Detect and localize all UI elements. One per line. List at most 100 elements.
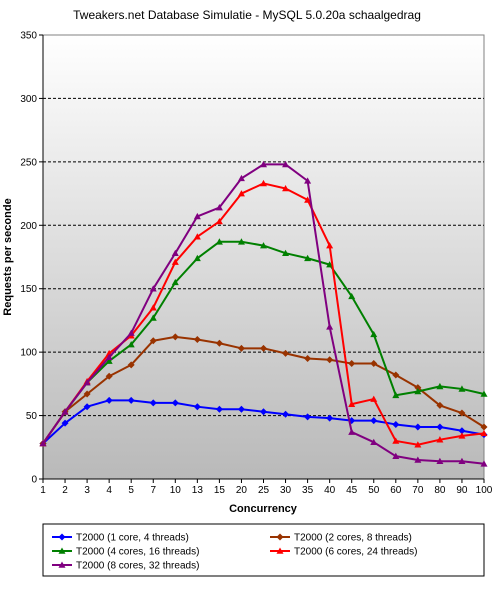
data-point: [171, 249, 179, 256]
x-tick-label: 7: [150, 485, 156, 496]
chart-title: Tweakers.net Database Simulatie - MySQL …: [73, 8, 421, 22]
x-tick-label: 30: [280, 485, 292, 496]
x-tick-label: 25: [258, 485, 270, 496]
gridlines: [43, 97, 484, 417]
data-point: [260, 160, 267, 168]
x-tick-label: 20: [236, 485, 248, 496]
data-point: [171, 333, 179, 341]
data-point: [326, 356, 334, 364]
data-point: [436, 401, 444, 409]
y-tick-label: 250: [20, 157, 37, 168]
data-point: [127, 396, 135, 404]
data-point: [193, 233, 201, 240]
legend-label: T2000 (2 cores, 8 threads): [294, 533, 412, 544]
x-tick-label: 90: [456, 485, 468, 496]
legend-entry: T2000 (8 cores, 32 threads): [52, 561, 199, 572]
data-point: [414, 384, 422, 392]
x-tick-label: 13: [192, 485, 204, 496]
x-tick-label: 5: [128, 485, 134, 496]
data-point: [392, 371, 400, 379]
data-point: [414, 441, 422, 448]
data-point: [480, 423, 488, 431]
data-point: [304, 354, 312, 362]
data-point: [215, 204, 223, 211]
legend-entry: T2000 (1 core, 4 threads): [52, 533, 189, 544]
x-tick-label: 40: [324, 485, 336, 496]
y-tick-label: 200: [20, 221, 37, 232]
series-lines: [39, 160, 488, 467]
data-point: [127, 341, 135, 348]
data-point: [83, 403, 91, 411]
legend-entry: T2000 (2 cores, 8 threads): [270, 533, 412, 544]
data-point: [282, 160, 290, 168]
data-point: [237, 344, 245, 352]
x-axis-label: Concurrency: [229, 503, 298, 515]
data-point: [458, 427, 466, 435]
y-tick-label: 100: [20, 348, 37, 359]
data-point: [215, 217, 223, 225]
data-point: [105, 372, 113, 380]
plot-area: [42, 34, 485, 480]
data-point: [105, 357, 113, 364]
data-point: [237, 174, 245, 182]
data-point: [392, 452, 400, 459]
data-point: [326, 242, 334, 249]
x-tick-label: 80: [434, 485, 446, 496]
data-point: [370, 360, 378, 368]
data-point: [370, 330, 378, 338]
series-3: [39, 238, 488, 447]
data-point: [304, 254, 312, 262]
data-point: [480, 429, 488, 437]
data-point: [105, 396, 113, 404]
data-point: [215, 238, 223, 245]
data-point: [436, 457, 444, 465]
x-tick-label: 60: [390, 485, 402, 496]
series-1: [39, 396, 488, 447]
data-point: [458, 457, 466, 465]
x-tick-label: 2: [62, 485, 68, 496]
data-point: [215, 339, 223, 347]
data-point: [260, 344, 267, 352]
x-tick-label: 4: [106, 485, 112, 496]
x-tick-label: 35: [302, 485, 314, 496]
data-point: [370, 417, 378, 425]
x-tick-label: 45: [346, 485, 358, 496]
legend-marker: [58, 533, 66, 541]
x-tick-label: 10: [170, 485, 182, 496]
data-point: [171, 258, 179, 265]
data-point: [282, 410, 290, 418]
data-point: [282, 249, 290, 256]
data-point: [414, 456, 422, 463]
data-point: [127, 329, 135, 336]
legend: [42, 523, 485, 577]
data-point: [149, 314, 157, 321]
x-tick-label: 70: [412, 485, 424, 496]
x-axis: 1 2 3 4 5 7 10 13 15 20 25 30 35 40 45 50 60 70 80 90 100: [40, 478, 493, 496]
data-point: [282, 184, 290, 192]
data-point: [304, 413, 312, 421]
legend-marker: [58, 547, 66, 554]
legend-marker: [276, 547, 284, 554]
data-point: [392, 391, 400, 399]
data-point: [149, 285, 157, 292]
data-point: [480, 390, 488, 397]
legend-marker: [58, 561, 66, 568]
data-point: [414, 387, 422, 395]
data-point: [83, 379, 91, 386]
x-tick-label: 100: [476, 485, 493, 496]
series-5: [39, 160, 488, 467]
legend-label: T2000 (1 core, 4 threads): [76, 533, 189, 544]
data-point: [237, 238, 245, 245]
legend-entry: T2000 (6 cores, 24 threads): [270, 547, 417, 558]
data-point: [149, 304, 157, 311]
x-tick-label: 1: [40, 485, 46, 496]
data-point: [260, 242, 267, 249]
data-point: [61, 419, 69, 427]
data-point: [436, 436, 444, 443]
y-tick-label: 300: [20, 94, 37, 105]
data-point: [304, 196, 312, 203]
data-point: [370, 395, 378, 402]
data-point: [193, 212, 201, 220]
y-tick-label: 150: [20, 284, 37, 295]
